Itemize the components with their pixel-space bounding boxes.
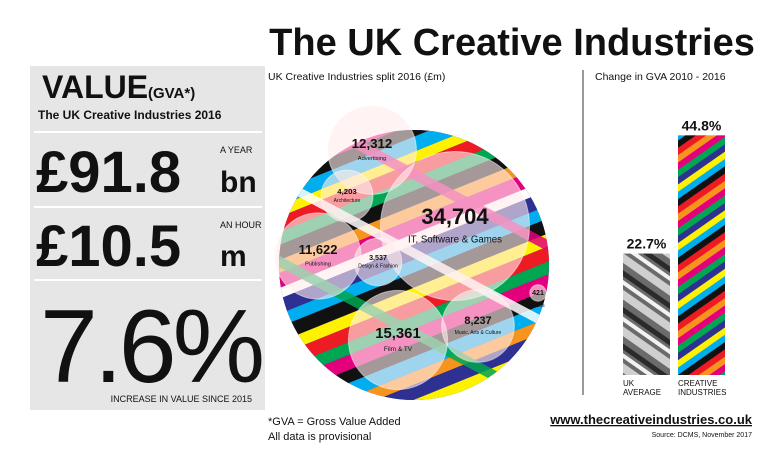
bubble — [529, 284, 547, 302]
value-heading: VALUE — [42, 69, 148, 105]
page-title: The UK Creative Industries — [269, 22, 755, 64]
bubble-label: Architecture — [334, 198, 361, 204]
value-panel-bg — [30, 66, 265, 410]
value-heading-note: (GVA*) — [148, 85, 195, 102]
increase: 7.6% — [40, 289, 262, 405]
bubble-label: Music, Arts & Culture — [455, 330, 502, 336]
bubble-value: 8,237 — [464, 315, 491, 327]
bar-category-label: CREATIVE INDUSTRIES — [678, 379, 727, 397]
bubble-label: Publishing — [305, 262, 331, 268]
value-subheading: The UK Creative Industries 2016 — [38, 108, 222, 122]
url[interactable]: www.thecreativeindustries.co.uk — [549, 412, 753, 427]
bubble-value: 15,361 — [375, 326, 420, 342]
bubble-value: 421 — [532, 290, 544, 297]
bubble-value: 34,704 — [421, 204, 489, 229]
amount-period: AN HOUR — [220, 220, 262, 230]
bubble — [441, 289, 515, 363]
bubble — [353, 237, 403, 287]
amount: £91.8 — [36, 140, 181, 205]
bubble-value: 3,537 — [369, 254, 387, 262]
chart-title: UK Creative Industries split 2016 (£m) — [268, 71, 445, 83]
footnote: All data is provisional — [268, 431, 371, 443]
bubble-value: 11,622 — [299, 242, 338, 257]
amount: £10.5 — [36, 214, 181, 279]
chart-title: Change in GVA 2010 - 2016 — [595, 71, 726, 83]
source: Source: DCMS, November 2017 — [652, 432, 752, 439]
amount-period: A YEAR — [220, 145, 253, 155]
bubble-label: Design & Fashion — [358, 263, 398, 269]
bubble-label: IT, Software & Games — [408, 235, 502, 246]
bubble — [320, 169, 374, 223]
bar-category-label: UK AVERAGE — [623, 379, 662, 397]
increase-label: INCREASE IN VALUE SINCE 2015 — [111, 394, 252, 404]
footnote: *GVA = Gross Value Added — [268, 416, 401, 428]
bubble-value: 4,203 — [337, 187, 357, 196]
bubble-value: 12,312 — [352, 136, 393, 151]
bubble-label: Crafts — [531, 303, 545, 309]
amount-unit: bn — [220, 166, 257, 199]
bar — [623, 253, 670, 375]
bubble-label: Advertising — [358, 156, 386, 162]
bar-value-label: 44.8% — [682, 117, 722, 133]
bubble-label: Film & TV — [384, 346, 413, 353]
amount-unit: m — [220, 240, 247, 273]
bar-value-label: 22.7% — [627, 236, 667, 252]
bar — [678, 135, 725, 375]
